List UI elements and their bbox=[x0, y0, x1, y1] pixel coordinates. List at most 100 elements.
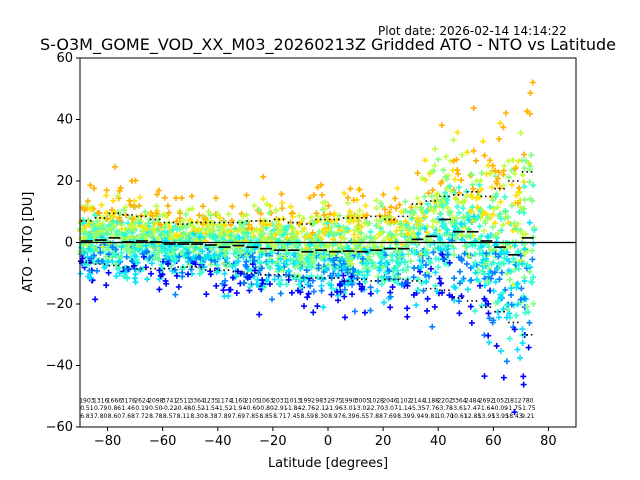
bin-count-label: 1812 bbox=[506, 397, 521, 404]
scatter-point bbox=[221, 252, 228, 259]
scatter-point bbox=[205, 208, 212, 215]
scatter-point bbox=[372, 263, 379, 270]
scatter-point bbox=[437, 210, 444, 217]
scatter-point bbox=[325, 202, 332, 209]
scatter-point bbox=[186, 216, 193, 223]
scatter-point bbox=[92, 222, 99, 229]
scatter-point bbox=[309, 229, 316, 236]
scatter-point bbox=[349, 291, 356, 298]
scatter-point bbox=[103, 187, 110, 194]
scatter-point bbox=[396, 201, 403, 208]
scatter-point bbox=[490, 205, 497, 212]
scatter-point bbox=[447, 219, 454, 226]
scatter-point bbox=[244, 274, 251, 281]
scatter-point bbox=[407, 258, 414, 265]
scatter-point bbox=[427, 169, 434, 176]
scatter-point bbox=[220, 287, 227, 294]
scatter-point bbox=[470, 105, 477, 112]
scatter-point bbox=[367, 307, 374, 314]
y-axis-ticks: −60 −40 −20 0 20 40 60 bbox=[46, 51, 80, 435]
scatter-point bbox=[330, 236, 337, 243]
scatter-point bbox=[341, 190, 348, 197]
scatter-point bbox=[259, 277, 266, 284]
scatter-point bbox=[380, 214, 387, 221]
scatter-point bbox=[391, 217, 398, 224]
scatter-point bbox=[490, 259, 497, 266]
bin-std-label: 8.97 bbox=[328, 413, 342, 420]
scatter-point bbox=[519, 339, 526, 346]
scatter-point bbox=[521, 205, 528, 212]
scatter-point bbox=[301, 260, 308, 267]
scatter-point bbox=[480, 138, 487, 145]
scatter-point bbox=[349, 281, 356, 288]
scatter-point bbox=[505, 214, 512, 221]
scatter-point bbox=[195, 254, 202, 261]
scatter-point bbox=[221, 270, 228, 277]
scatter-point bbox=[501, 163, 508, 170]
scatter-point bbox=[495, 175, 502, 182]
scatter-point bbox=[530, 224, 537, 231]
scatter-point bbox=[468, 208, 475, 215]
scatter-point bbox=[423, 207, 430, 214]
scatter-point bbox=[356, 207, 363, 214]
scatter-point bbox=[91, 226, 98, 233]
scatter-point bbox=[424, 295, 431, 302]
scatter-point bbox=[493, 342, 500, 349]
scatter-point bbox=[146, 216, 153, 223]
scatter-point bbox=[295, 262, 302, 269]
scatter-point bbox=[506, 276, 513, 283]
scatter-point bbox=[435, 245, 442, 252]
scatter-point bbox=[481, 152, 488, 159]
scatter-point bbox=[463, 193, 470, 200]
scatter-point bbox=[434, 219, 441, 226]
scatter-point bbox=[432, 269, 439, 276]
scatter-point bbox=[412, 204, 419, 211]
scatter-point bbox=[182, 211, 189, 218]
scatter-point bbox=[414, 195, 421, 202]
scatter-point bbox=[244, 230, 251, 237]
scatter-point bbox=[204, 251, 211, 258]
scatter-point bbox=[466, 253, 473, 260]
scatter-point bbox=[386, 209, 393, 216]
bin-std-label: 7.72 bbox=[135, 413, 149, 420]
scatter-point bbox=[463, 224, 470, 231]
scatter-point bbox=[345, 199, 352, 206]
scatter-point bbox=[326, 232, 333, 239]
scatter-point bbox=[478, 233, 485, 240]
scatter-point bbox=[505, 219, 512, 226]
scatter-point bbox=[279, 205, 286, 212]
scatter-point bbox=[203, 291, 210, 298]
scatter-point bbox=[387, 293, 394, 300]
bin-std-label: 8.38 bbox=[204, 413, 218, 420]
scatter-point bbox=[471, 251, 478, 258]
scatter-point bbox=[423, 229, 430, 236]
scatter-point bbox=[529, 198, 536, 205]
scatter-point bbox=[105, 269, 112, 276]
scatter-point bbox=[356, 186, 363, 193]
scatter-point bbox=[364, 244, 371, 251]
scatter-point bbox=[437, 180, 444, 187]
scatter-point bbox=[489, 197, 496, 204]
scatter-point bbox=[508, 202, 515, 209]
scatter-point bbox=[381, 206, 388, 213]
scatter-point bbox=[185, 206, 192, 213]
scatter-point bbox=[425, 190, 432, 197]
scatter-point bbox=[240, 213, 247, 220]
scatter-point bbox=[389, 257, 396, 264]
scatter-point bbox=[284, 240, 291, 247]
scatter-point bbox=[241, 271, 248, 278]
scatter-point bbox=[497, 120, 504, 127]
scatter-point bbox=[442, 245, 449, 252]
scatter-point bbox=[380, 299, 387, 306]
scatter-point bbox=[215, 221, 222, 228]
scatter-point bbox=[140, 253, 147, 260]
scatter-point bbox=[143, 225, 150, 232]
scatter-point bbox=[494, 204, 501, 211]
scatter-point bbox=[375, 222, 382, 229]
scatter-point bbox=[500, 260, 507, 267]
scatter-point bbox=[243, 192, 250, 199]
scatter-point bbox=[154, 191, 161, 198]
scatter-point bbox=[263, 277, 270, 284]
scatter-point bbox=[196, 234, 203, 241]
scatter-point bbox=[233, 249, 240, 256]
